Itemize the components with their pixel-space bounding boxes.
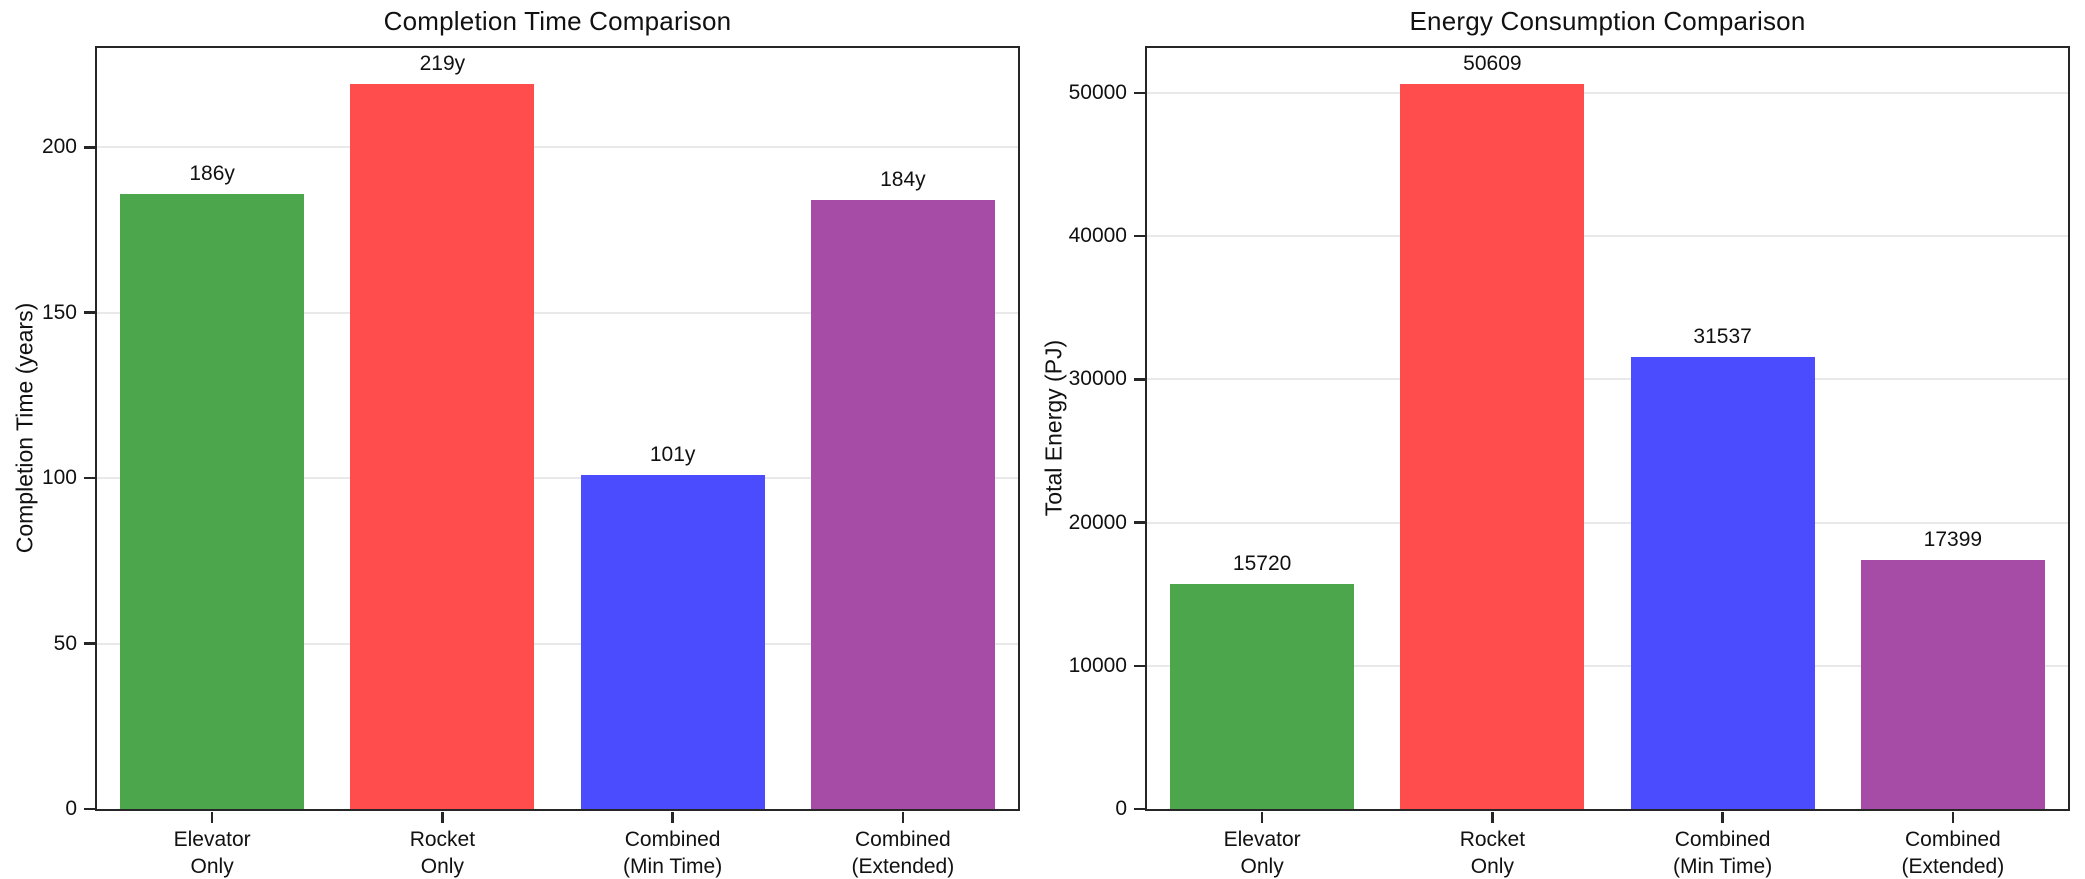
gridline — [1147, 521, 2068, 524]
x-tick-mark — [1951, 811, 1955, 823]
x-tick-mark — [1721, 811, 1724, 823]
bar — [810, 200, 995, 809]
x-tick-label: Combined (Min Time) — [1673, 828, 1773, 879]
completion-time-chart: Completion Time Comparison Completion Ti… — [0, 0, 1042, 879]
y-tick-mark — [83, 476, 95, 480]
y-tick-label: 200 — [41, 135, 77, 159]
y-tick-mark — [83, 642, 95, 645]
gridline — [1147, 664, 2068, 667]
y-tick-label: 30000 — [1068, 367, 1127, 391]
y-tick-label: 20000 — [1068, 510, 1127, 534]
y-tick-label: 0 — [1115, 797, 1127, 820]
bar-value-label: 17399 — [1923, 527, 1983, 551]
x-tick-label: Elevator Only — [173, 828, 251, 879]
bar-value-label: 184y — [880, 168, 926, 192]
gridline — [97, 146, 1018, 149]
chart-title: Completion Time Comparison — [383, 6, 732, 36]
bar-value-label: 101y — [649, 442, 696, 466]
energy-consumption-chart: Energy Consumption Comparison Total Ener… — [1040, 0, 2085, 879]
x-tick-label: Rocket Only — [409, 828, 476, 879]
y-tick-mark — [1133, 234, 1145, 238]
y-tick-mark — [1133, 521, 1145, 524]
bar-value-label: 50609 — [1463, 52, 1522, 76]
x-tick-label: Combined (Extended) — [1901, 828, 2005, 879]
x-tick-mark — [210, 811, 214, 823]
x-tick-mark — [671, 811, 674, 823]
bar — [1630, 357, 1815, 809]
y-tick-mark — [1133, 664, 1145, 668]
y-tick-label: 40000 — [1068, 224, 1127, 248]
plot-area: 0 10000 20000 30000 40000 50000 15720 Elevator … — [1069, 46, 2070, 878]
y-tick-mark — [1133, 807, 1145, 811]
bar — [1400, 84, 1585, 809]
bar — [1860, 559, 2045, 809]
y-tick-mark — [1133, 91, 1145, 95]
x-tick-label: Rocket Only — [1459, 828, 1526, 879]
y-tick-mark — [83, 807, 95, 811]
gridline — [1147, 235, 2068, 238]
gridline — [1147, 91, 2068, 94]
x-tick-label: Combined (Extended) — [851, 828, 955, 879]
bar — [1170, 583, 1355, 809]
bar — [580, 474, 765, 809]
gridline — [97, 642, 1018, 645]
x-tick-mark — [1491, 811, 1494, 823]
x-tick-mark — [441, 811, 444, 823]
chart-title: Energy Consumption Comparison — [1409, 6, 1806, 36]
y-tick-mark — [83, 146, 95, 149]
y-tick-label: 150 — [41, 300, 77, 324]
gridline — [97, 477, 1018, 480]
x-tick-label: Elevator Only — [1223, 828, 1301, 879]
x-tick-label: Combined (Min Time) — [623, 828, 723, 879]
x-tick-mark — [901, 811, 905, 823]
bar-value-label: 186y — [189, 161, 235, 185]
x-tick-mark — [1260, 811, 1264, 823]
bar — [120, 193, 305, 809]
y-tick-label: 0 — [65, 797, 77, 820]
y-axis-label: Completion Time (years) — [11, 302, 38, 554]
y-tick-mark — [1133, 378, 1145, 381]
plot-area: 0 50 100 150 200 186y Elevator Only 219y Rocket … — [42, 46, 1020, 878]
bar — [350, 84, 535, 809]
gridline — [97, 311, 1018, 314]
y-tick-label: 50 — [53, 631, 77, 655]
bar-value-label: 219y — [419, 52, 466, 76]
y-tick-label: 10000 — [1068, 653, 1127, 677]
bar-value-label: 31537 — [1693, 325, 1752, 349]
y-tick-label: 50000 — [1068, 80, 1127, 104]
y-tick-label: 100 — [41, 466, 77, 490]
bar-value-label: 15720 — [1232, 551, 1292, 575]
y-tick-mark — [83, 311, 95, 314]
y-axis-label: Total Energy (PJ) — [1040, 339, 1067, 517]
gridline — [1147, 378, 2068, 381]
